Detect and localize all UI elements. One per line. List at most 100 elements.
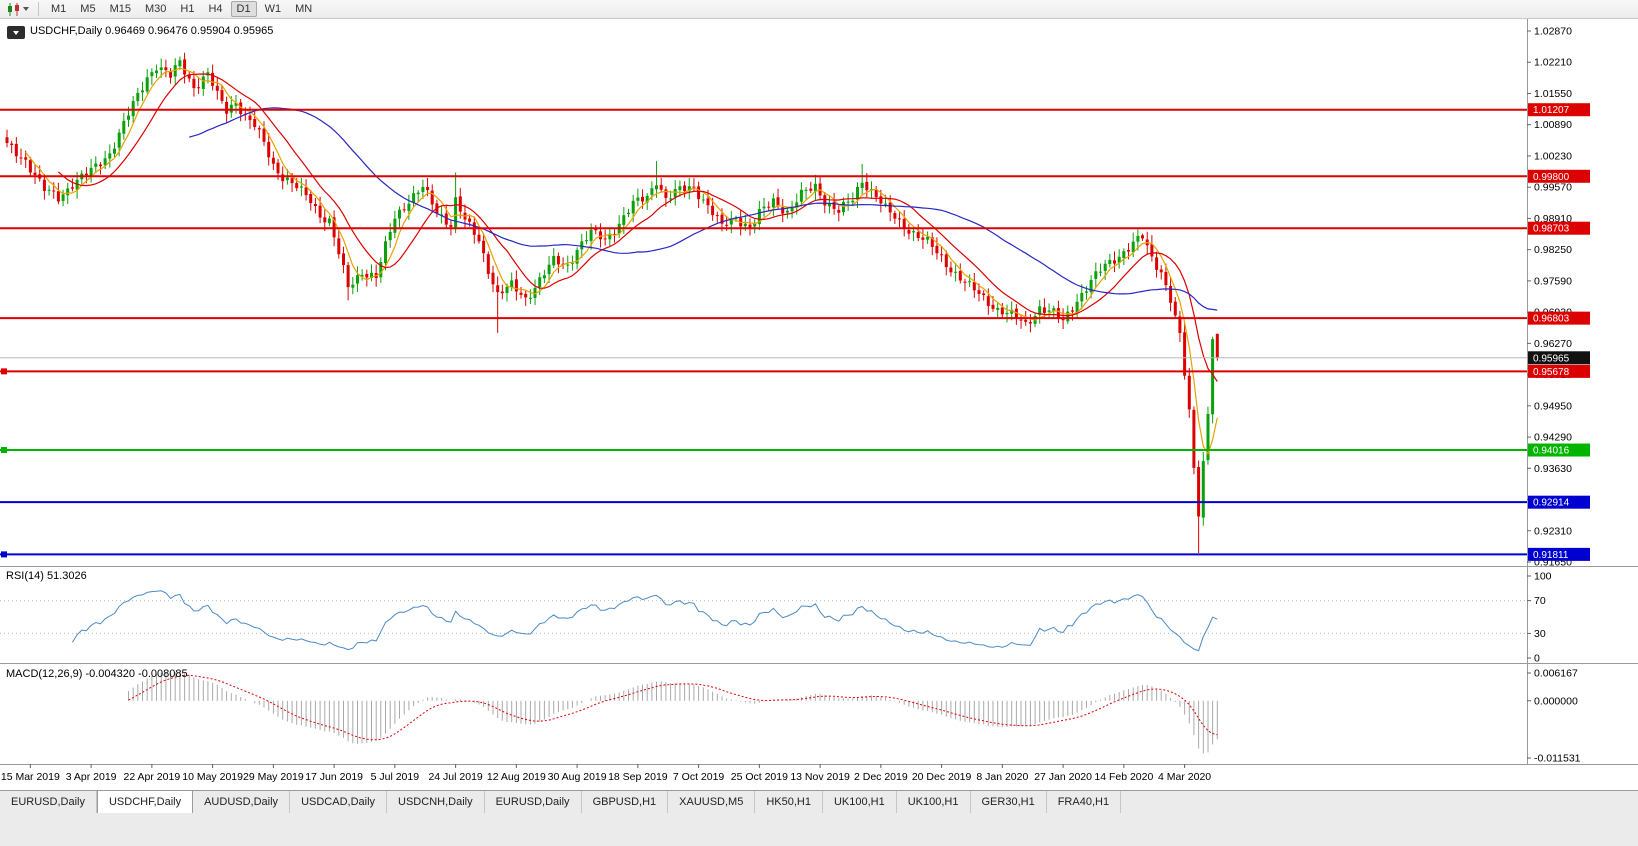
chart-tab-hk50-h1[interactable]: HK50,H1 xyxy=(755,791,823,813)
svg-text:0.96270: 0.96270 xyxy=(1534,338,1572,350)
svg-text:70: 70 xyxy=(1534,595,1546,607)
hline-handle-0.91811[interactable] xyxy=(1,551,7,558)
svg-text:1.00890: 1.00890 xyxy=(1534,119,1572,131)
price-badge-0.91811: 0.91811 xyxy=(1528,547,1590,561)
chevron-down-icon[interactable] xyxy=(23,7,29,11)
toolbar: M1 M5 M15 M30 H1 H4 D1 W1 MN xyxy=(0,0,1638,19)
axes: 1.02870 1.02210 1.01550 1.00890 1.00230 0.995… xyxy=(0,18,1638,765)
timeframe-button-h4[interactable]: H4 xyxy=(208,3,223,15)
macd-signal-line xyxy=(128,674,1218,741)
fast-ma-line xyxy=(25,67,1218,456)
price-chart-canvas[interactable]: 1.02870 1.02210 1.01550 1.00890 1.00230 0.995… xyxy=(0,18,1638,790)
timeframe-button-w1[interactable]: W1 xyxy=(264,3,282,15)
svg-text:30 Aug 2019: 30 Aug 2019 xyxy=(548,771,607,783)
svg-text:10 May 2019: 10 May 2019 xyxy=(182,771,243,783)
svg-text:7 Oct 2019: 7 Oct 2019 xyxy=(673,771,725,783)
status-area xyxy=(0,812,1638,846)
svg-text:0.99570: 0.99570 xyxy=(1534,182,1572,194)
chart-tab-xauusd-m5[interactable]: XAUUSD,M5 xyxy=(668,791,756,813)
svg-text:20 Dec 2019: 20 Dec 2019 xyxy=(912,771,972,783)
symbol-dropdown-button[interactable] xyxy=(7,26,25,39)
chart-tab-usdcad-daily[interactable]: USDCAD,Daily xyxy=(290,791,388,813)
svg-text:-0.011531: -0.011531 xyxy=(1534,753,1581,765)
svg-text:0.94950: 0.94950 xyxy=(1534,400,1572,412)
svg-text:2 Dec 2019: 2 Dec 2019 xyxy=(854,771,908,783)
timeframe-button-m1[interactable]: M1 xyxy=(51,3,67,15)
chart-tab-uk100-h1[interactable]: UK100,H1 xyxy=(896,791,971,813)
chart-tab-fra40-h1[interactable]: FRA40,H1 xyxy=(1046,791,1122,813)
svg-text:1.00230: 1.00230 xyxy=(1534,150,1572,162)
toolbar-separator xyxy=(38,2,39,16)
medium-ma-line xyxy=(57,73,1218,382)
rsi-line xyxy=(71,590,1218,652)
svg-text:0.95965: 0.95965 xyxy=(1533,353,1570,364)
svg-text:0.92914: 0.92914 xyxy=(1533,498,1570,509)
slow-ma-line xyxy=(189,107,1218,311)
svg-text:18 Sep 2019: 18 Sep 2019 xyxy=(608,771,668,783)
svg-text:27 Jan 2020: 27 Jan 2020 xyxy=(1034,771,1092,783)
chart-title: USDCHF,Daily 0.96469 0.96476 0.95904 0.9… xyxy=(30,25,274,37)
svg-text:0.97590: 0.97590 xyxy=(1534,275,1572,287)
svg-text:1.02210: 1.02210 xyxy=(1534,57,1572,69)
chart-tab-usdchf-daily[interactable]: USDCHF,Daily xyxy=(96,791,194,813)
chart-tab-uk100-h1[interactable]: UK100,H1 xyxy=(822,791,897,813)
macd-layer xyxy=(128,671,1218,754)
svg-text:8 Jan 2020: 8 Jan 2020 xyxy=(976,771,1028,783)
svg-text:0.98250: 0.98250 xyxy=(1534,244,1572,256)
date-axis: 15 Mar 2019 3 Apr 2019 22 Apr 2019 10 May 2… xyxy=(1,764,1211,783)
price-badge-0.92914: 0.92914 xyxy=(1528,495,1590,509)
svg-text:1.01207: 1.01207 xyxy=(1533,105,1570,116)
chart-tab-usdcnh-daily[interactable]: USDCNH,Daily xyxy=(387,791,485,813)
svg-text:0.93630: 0.93630 xyxy=(1534,463,1572,475)
svg-text:0.96803: 0.96803 xyxy=(1533,314,1570,325)
svg-text:0.92310: 0.92310 xyxy=(1534,525,1572,537)
svg-text:0.006167: 0.006167 xyxy=(1534,668,1578,680)
chart-tab-eurusd-daily[interactable]: EURUSD,Daily xyxy=(484,791,582,813)
price-badge-0.96803: 0.96803 xyxy=(1528,311,1590,325)
chart-tab-eurusd-daily[interactable]: EURUSD,Daily xyxy=(0,791,97,813)
timeframe-button-m5[interactable]: M5 xyxy=(80,3,96,15)
hline-handle-0.94016[interactable] xyxy=(1,447,7,454)
svg-text:0.99800: 0.99800 xyxy=(1533,172,1570,183)
chevron-down-icon xyxy=(13,30,19,35)
svg-text:3 Apr 2019: 3 Apr 2019 xyxy=(66,771,117,783)
svg-text:4 Mar 2020: 4 Mar 2020 xyxy=(1158,771,1211,783)
timeframe-button-h1[interactable]: H1 xyxy=(180,3,195,15)
svg-text:0.95678: 0.95678 xyxy=(1533,367,1570,378)
rsi-layer: 100 70 30 0 xyxy=(0,571,1552,665)
chart-tab-gbpusd-h1[interactable]: GBPUSD,H1 xyxy=(581,791,669,813)
macd-indicator-label: MACD(12,26,9) -0.004320 -0.008085 xyxy=(6,668,188,680)
svg-text:30: 30 xyxy=(1534,628,1546,640)
chart-tab-ger30-h1[interactable]: GER30,H1 xyxy=(970,791,1047,813)
svg-text:14 Feb 2020: 14 Feb 2020 xyxy=(1094,771,1153,783)
chart-tab-audusd-daily[interactable]: AUDUSD,Daily xyxy=(193,791,291,813)
chart-tabs-bar: EURUSD,Daily USDCHF,Daily AUDUSD,Daily USDC… xyxy=(0,790,1638,813)
timeframe-button-m30[interactable]: M30 xyxy=(144,3,167,15)
svg-text:13 Nov 2019: 13 Nov 2019 xyxy=(790,771,850,783)
price-badge-0.94016: 0.94016 xyxy=(1528,443,1590,457)
price-badge-0.95678: 0.95678 xyxy=(1528,364,1590,378)
horizontal-lines xyxy=(0,108,1527,558)
svg-text:12 Aug 2019: 12 Aug 2019 xyxy=(487,771,546,783)
svg-text:0.94290: 0.94290 xyxy=(1534,432,1572,444)
timeframe-bar: M1 M5 M15 M30 H1 H4 D1 W1 MN xyxy=(44,0,319,18)
svg-text:17 Jun 2019: 17 Jun 2019 xyxy=(305,771,363,783)
svg-text:100: 100 xyxy=(1534,571,1552,583)
hline-handle-0.95678[interactable] xyxy=(1,368,7,375)
svg-text:0.98703: 0.98703 xyxy=(1533,224,1570,235)
rsi-indicator-label: RSI(14) 51.3026 xyxy=(6,570,87,582)
svg-text:0.91811: 0.91811 xyxy=(1533,550,1569,561)
timeframe-button-mn[interactable]: MN xyxy=(295,3,313,15)
svg-text:29 May 2019: 29 May 2019 xyxy=(243,771,304,783)
svg-text:0: 0 xyxy=(1534,653,1540,665)
timeframe-button-d1[interactable]: D1 xyxy=(230,1,257,17)
chart-type-icon[interactable] xyxy=(4,1,22,17)
svg-text:25 Oct 2019: 25 Oct 2019 xyxy=(731,771,788,783)
svg-text:24 Jul 2019: 24 Jul 2019 xyxy=(428,771,482,783)
svg-text:1.01550: 1.01550 xyxy=(1534,88,1572,100)
timeframe-button-m15[interactable]: M15 xyxy=(109,3,131,15)
svg-text:5 Jul 2019: 5 Jul 2019 xyxy=(371,771,420,783)
svg-text:15 Mar 2019: 15 Mar 2019 xyxy=(1,771,60,783)
price-badge-0.99800: 0.99800 xyxy=(1528,169,1590,183)
